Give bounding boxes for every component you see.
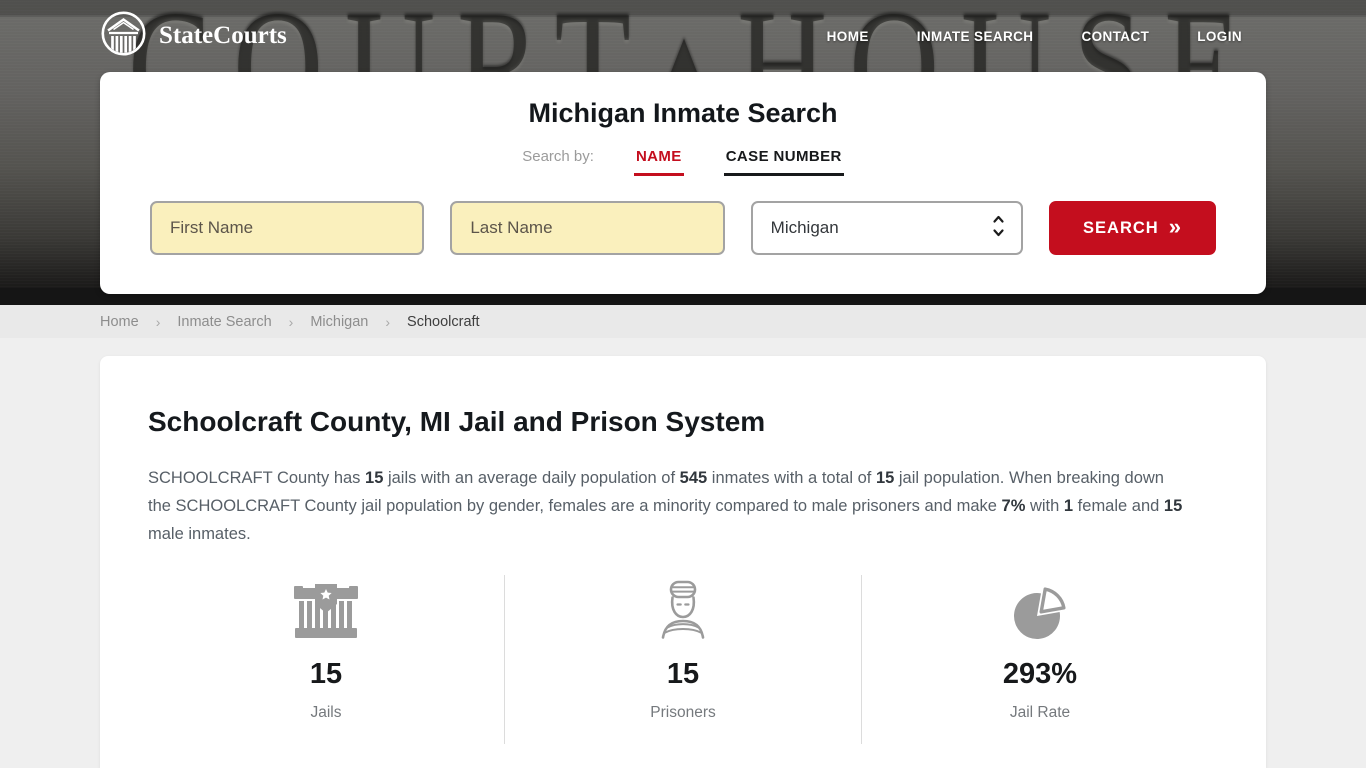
county-summary-paragraph: SCHOOLCRAFT County has 15 jails with an … <box>148 469 1183 543</box>
stat-value-jails: 15 <box>309 658 343 690</box>
double-chevron-icon: » <box>1168 213 1182 239</box>
search-panel-title: Michigan Inmate Search <box>528 98 838 128</box>
stat-prisoners: 15 Prisoners <box>504 575 861 744</box>
nav-link-login[interactable]: LOGIN <box>1197 28 1242 44</box>
search-button-label: SEARCH <box>1083 218 1159 237</box>
search-by-label: Search by: <box>522 148 594 165</box>
search-by-row: Search by: NAME CASE NUMBER <box>150 146 1216 176</box>
first-name-input[interactable] <box>150 201 425 255</box>
hero-header: COURT▴HOUSE <box>0 0 1366 305</box>
breadcrumb-separator-icon: › <box>288 313 294 330</box>
nav-link-home[interactable]: HOME <box>826 28 869 44</box>
main-nav: HOME INMATE SEARCH CONTACT LOGIN <box>827 29 1242 44</box>
stat-jails: 15 Jails <box>148 575 504 744</box>
breadcrumb-michigan[interactable]: Michigan <box>310 313 369 330</box>
top-navigation-bar: StateCourts HOME INMATE SEARCH CONTACT LOGI… <box>0 0 1366 72</box>
breadcrumb-home[interactable]: Home <box>100 313 139 330</box>
stat-jail-rate: 293% Jail Rate <box>861 575 1218 744</box>
prisoner-icon <box>505 577 861 641</box>
pie-chart-icon <box>862 577 1218 641</box>
stat-label-prisoners: Prisoners <box>650 704 716 721</box>
brand-name: StateCourts <box>159 22 287 49</box>
inmate-search-panel: Michigan Inmate Search Search by: NAME C… <box>100 72 1266 294</box>
tab-name[interactable]: NAME <box>633 146 684 176</box>
breadcrumb-separator-icon: › <box>155 313 161 330</box>
stats-row: 15 Jails 15 <box>148 575 1218 744</box>
tab-case-number[interactable]: CASE NUMBER <box>723 146 844 176</box>
select-updown-icon <box>992 214 1005 243</box>
nav-link-contact[interactable]: CONTACT <box>1081 28 1150 44</box>
stat-label-jails: Jails <box>310 704 342 721</box>
statecourts-courthouse-icon <box>100 10 147 62</box>
page-title: Schoolcraft County, MI Jail and Prison S… <box>148 406 766 437</box>
jail-building-icon <box>148 577 504 641</box>
nav-link-inmate-search[interactable]: INMATE SEARCH <box>916 28 1034 44</box>
content-card: Schoolcraft County, MI Jail and Prison S… <box>100 356 1266 768</box>
state-select-value: Michigan <box>770 218 839 237</box>
search-form: Michigan SEARCH » <box>150 201 1216 255</box>
brand-logo[interactable]: StateCourts <box>100 10 287 62</box>
breadcrumb-separator-icon: › <box>385 313 391 330</box>
stat-value-prisoners: 15 <box>666 658 700 690</box>
breadcrumb-schoolcraft: Schoolcraft <box>407 313 480 330</box>
stat-value-jail-rate: 293% <box>1002 658 1078 690</box>
last-name-input[interactable] <box>450 201 725 255</box>
stat-label-jail-rate: Jail Rate <box>1009 704 1071 721</box>
breadcrumb: Home › Inmate Search › Michigan › Schoolcraft <box>0 305 1366 338</box>
search-button[interactable]: SEARCH » <box>1048 201 1216 255</box>
breadcrumb-inmate-search[interactable]: Inmate Search <box>177 313 272 330</box>
state-select[interactable]: Michigan <box>750 201 1023 255</box>
